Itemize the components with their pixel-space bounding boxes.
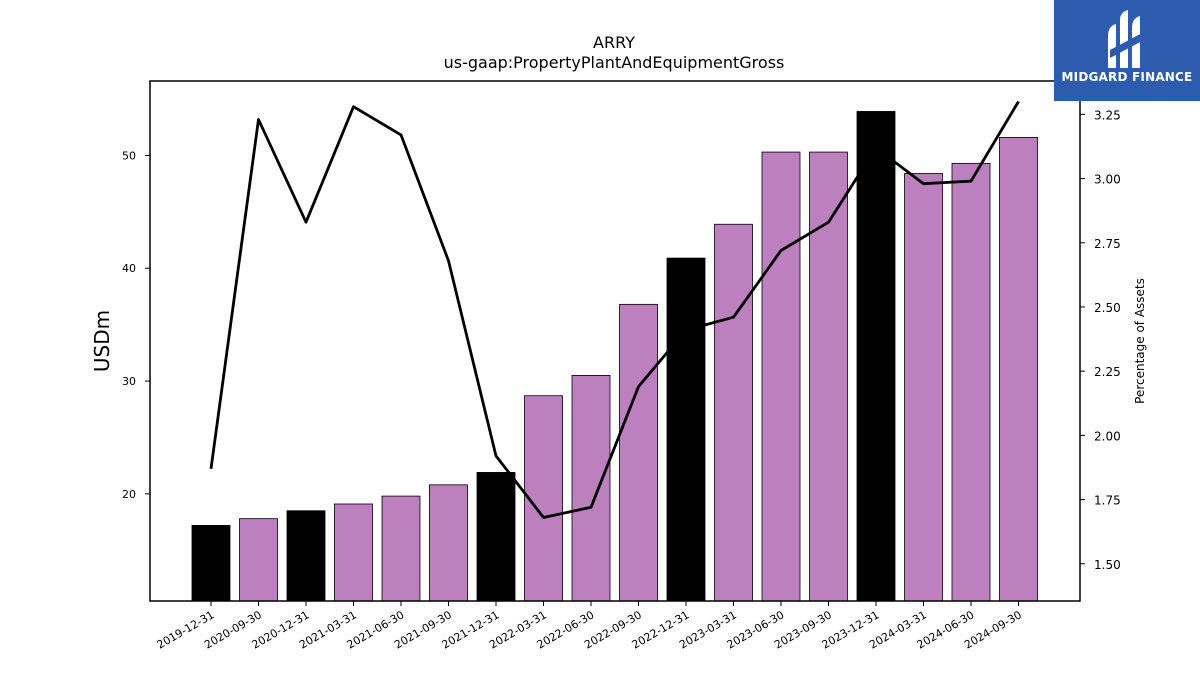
- line-layer: [209, 100, 1020, 519]
- y-tick-label-left: 50: [122, 149, 136, 162]
- bar-2022-06-30: [571, 375, 611, 602]
- bar-2024-03-31: [904, 173, 943, 602]
- y-tick-label-right: 2.75: [1094, 237, 1121, 251]
- bar-2020-09-30: [239, 518, 278, 602]
- y-tick-label-right: 2.50: [1094, 301, 1121, 315]
- y-tick-label-right: 3.25: [1094, 108, 1121, 122]
- logo-text: MIDGARD FINANCE: [1061, 70, 1193, 84]
- bar-2024-06-30: [951, 162, 991, 602]
- y-tick-label-left: 20: [122, 488, 136, 501]
- y-tick-label-right: 1.75: [1094, 494, 1121, 508]
- y-tick-label-right: 2.00: [1094, 429, 1121, 443]
- bar-2023-06-30: [761, 151, 801, 602]
- bar-2019-12-31: [191, 525, 231, 602]
- bar-2021-09-30: [429, 484, 468, 602]
- percentage-line: [209, 100, 1020, 519]
- chart-subtitle: us-gaap:PropertyPlantAndEquipmentGross: [444, 53, 785, 72]
- bar-2021-06-30: [381, 495, 421, 602]
- bar-2021-03-31: [334, 503, 373, 602]
- y-tick-label-right: 2.25: [1094, 365, 1121, 379]
- bar-2022-09-30: [619, 303, 658, 602]
- y-tick-label-left: 30: [122, 375, 136, 388]
- plot-frame: [149, 80, 1081, 602]
- bar-2021-12-31: [476, 472, 516, 602]
- bar-2022-12-31: [666, 257, 706, 602]
- bar-2020-12-31: [286, 510, 326, 602]
- bar-2024-09-30: [999, 136, 1038, 602]
- y-tick-label-left: 40: [122, 262, 136, 275]
- right-axis: 1.50 1.75 2.00 2.25 2.50 2.75 3.00 3.25: [1080, 108, 1121, 572]
- y-axis-label-right: Percentage of Assets: [1133, 278, 1147, 404]
- bar-2023-03-31: [714, 223, 753, 602]
- bar-2023-12-31: [856, 111, 896, 602]
- bar-group: [191, 111, 1038, 602]
- chart-title: ARRY: [593, 33, 635, 52]
- midgard-finance-logo: MIDGARD FINANCE: [1054, 0, 1200, 101]
- left-axis: 20 30 40 50: [122, 149, 150, 501]
- y-tick-label-right: 1.50: [1094, 558, 1121, 572]
- bar-2023-09-30: [809, 151, 848, 602]
- bar-2022-03-31: [524, 395, 563, 602]
- y-tick-label-right: 3.00: [1094, 173, 1121, 187]
- y-axis-label-left: USDm: [90, 310, 114, 372]
- logo-mark-icon: [1108, 10, 1144, 68]
- x-axis: 2019-12-312020-09-302020-12-312021-03-31…: [155, 601, 1024, 652]
